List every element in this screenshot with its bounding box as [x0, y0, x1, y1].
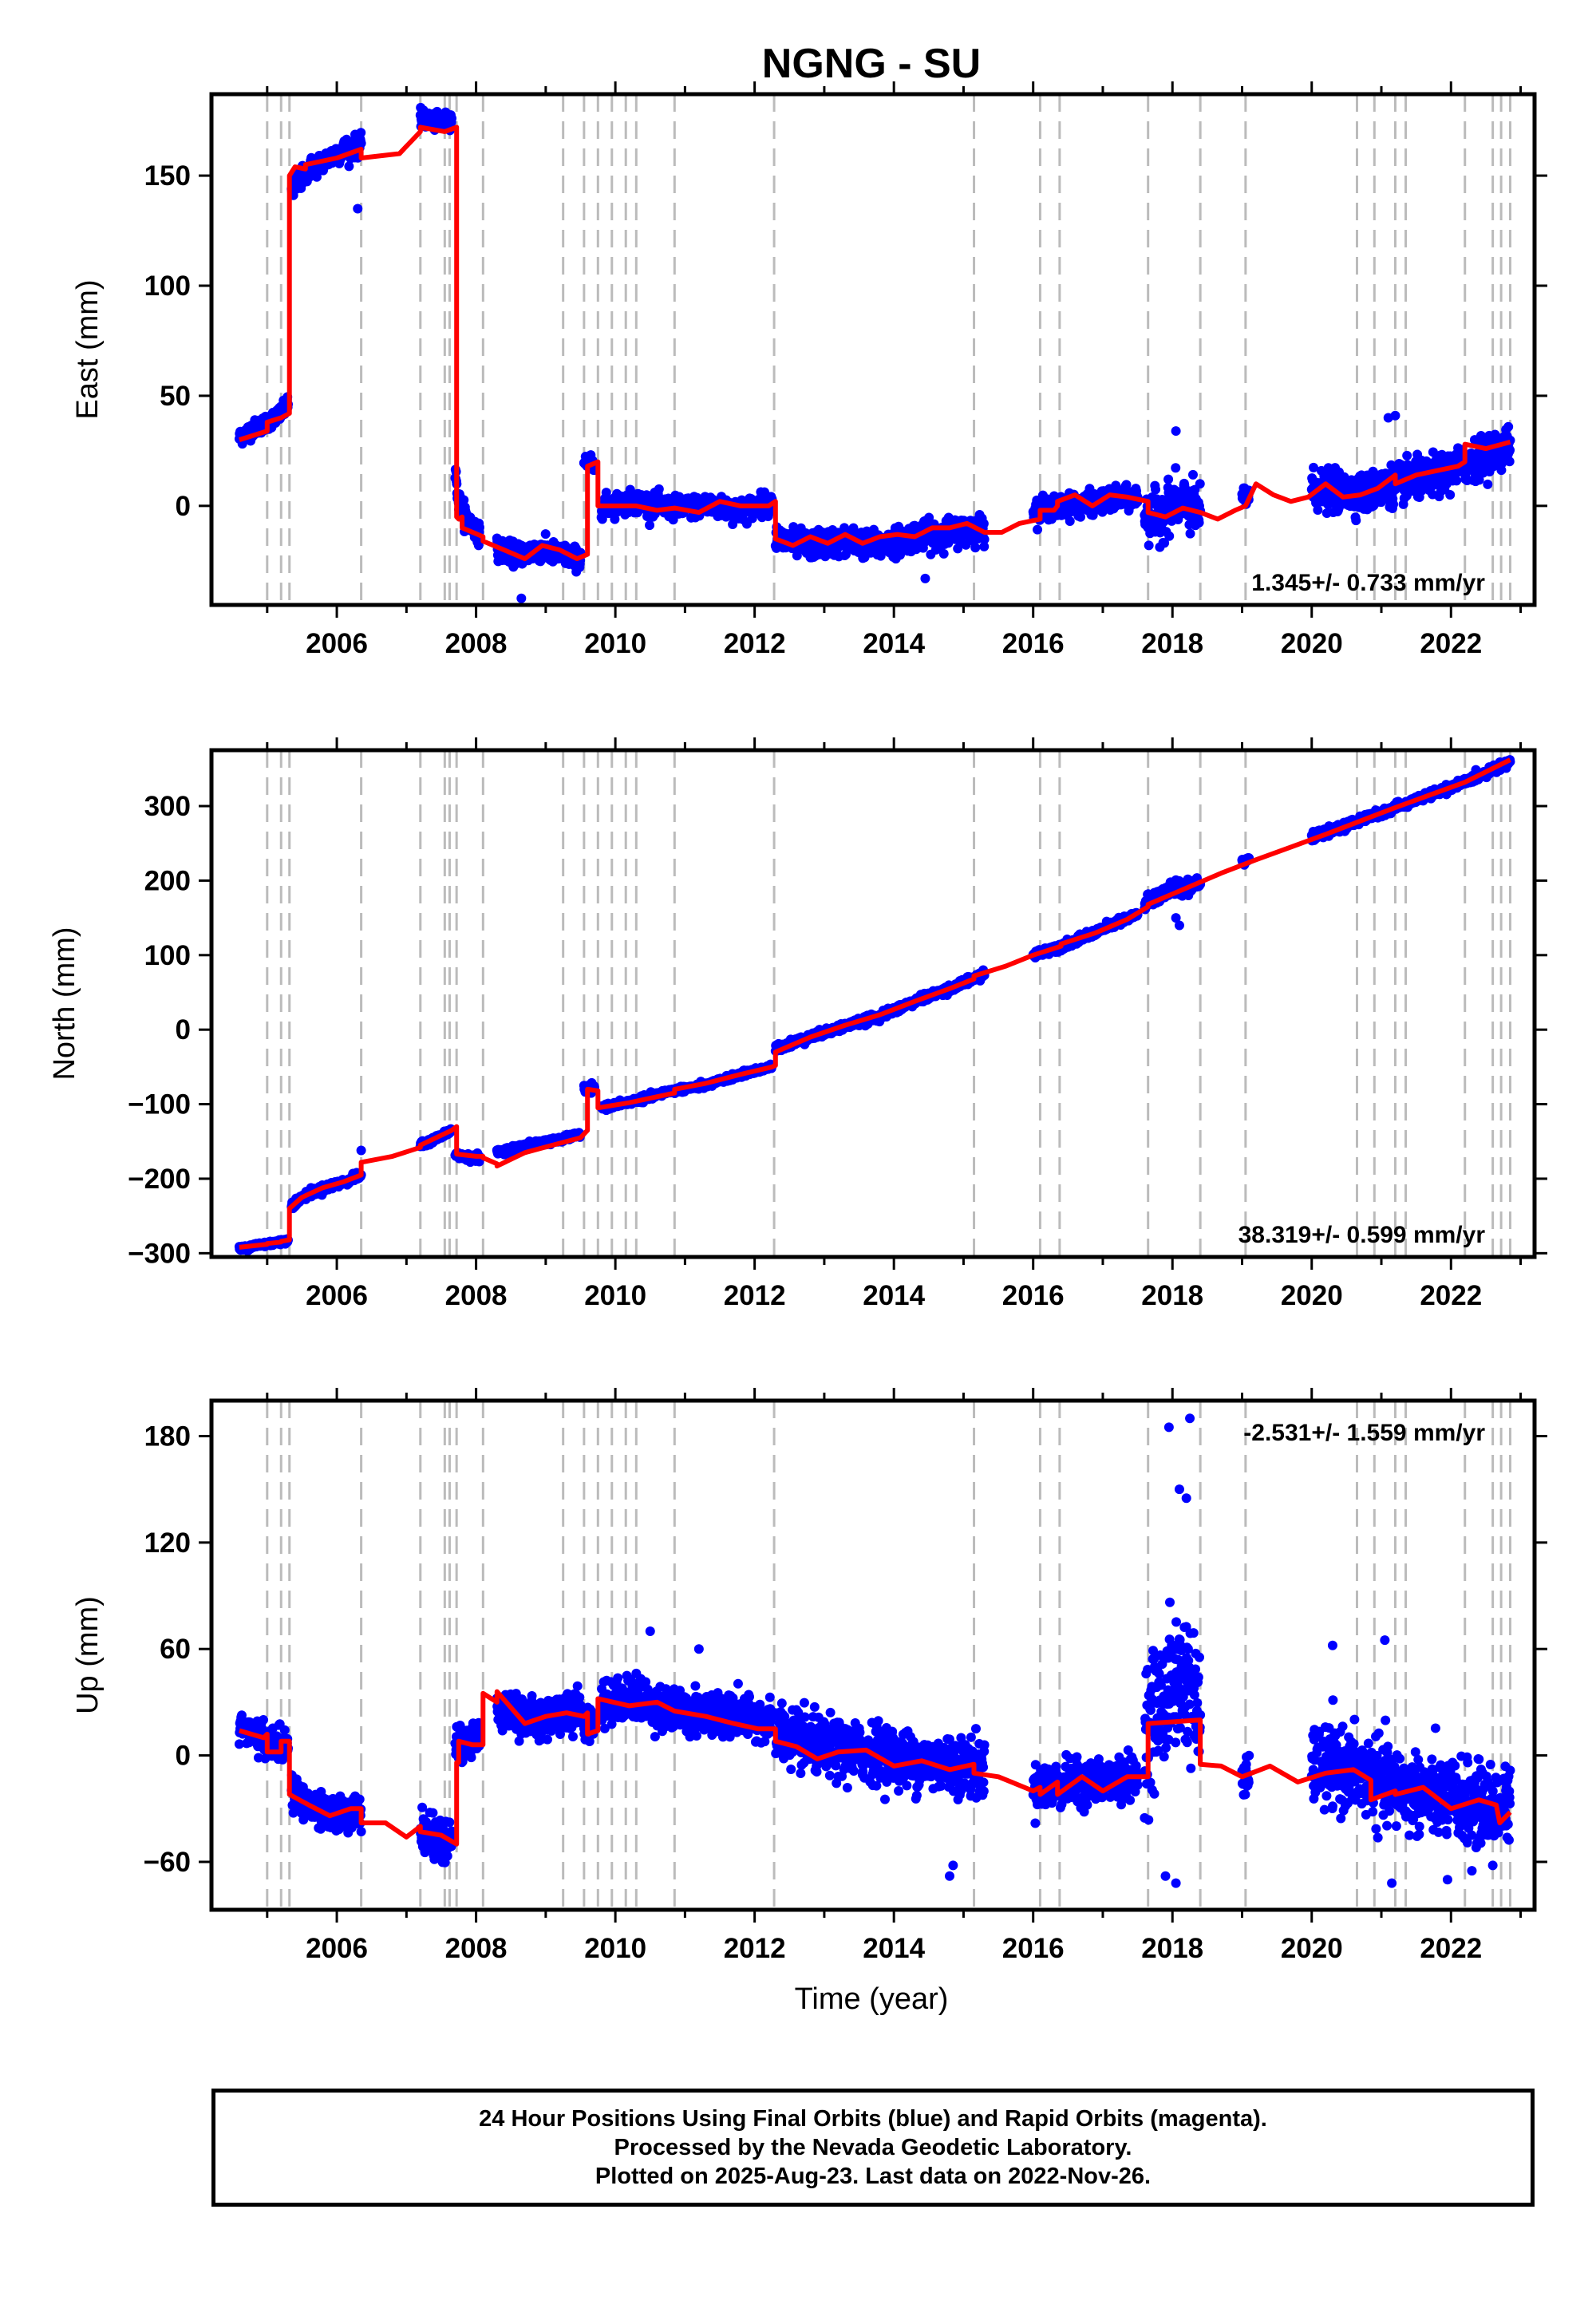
data-point [1195, 479, 1205, 489]
data-point [459, 495, 469, 505]
data-point [1076, 512, 1086, 522]
data-point [474, 522, 484, 532]
data-point [970, 543, 981, 553]
data-point [1445, 490, 1456, 500]
data-point [447, 113, 457, 124]
panel-frame [209, 92, 1537, 607]
x-tick-label: 2010 [584, 628, 646, 659]
data-point [1121, 480, 1132, 490]
figure-title: NGNG - SU [762, 41, 981, 87]
x-tick-label: 2016 [1002, 628, 1065, 659]
data-point [654, 484, 664, 494]
data-point [645, 520, 655, 531]
outlier-point [1390, 410, 1400, 421]
data-point [1151, 484, 1161, 495]
data-point [1159, 538, 1170, 548]
y-tick-label: 50 [160, 381, 191, 412]
data-point [1309, 462, 1319, 472]
model-fit-line [238, 124, 1511, 562]
data-point [1496, 465, 1507, 476]
outlier-point [353, 204, 363, 214]
y-axis-label: East (mm) [71, 279, 105, 419]
velocity-rate-label: 1.345+/- 0.733 mm/yr [1251, 570, 1485, 596]
data-point [1194, 517, 1204, 528]
outlier-point [1171, 426, 1181, 437]
outlier-point [920, 573, 930, 583]
north-panel: 2006 2008 2010 2012 2014 2016 2018 2020 2022−300… [48, 737, 1547, 1311]
data-points [234, 755, 1515, 1256]
x-tick-label: 2014 [863, 628, 925, 659]
data-point [978, 519, 989, 529]
data-point [1185, 528, 1195, 539]
x-tick-label: 2022 [1420, 628, 1482, 659]
break-lines [266, 750, 1511, 1257]
data-point [356, 138, 366, 148]
break-lines [266, 94, 1511, 605]
data-point [540, 529, 551, 539]
data-point [1144, 540, 1154, 551]
y-tick-label: 0 [176, 491, 191, 522]
data-point [979, 541, 990, 551]
data-point [1483, 479, 1493, 489]
data-point [1339, 472, 1349, 482]
data-point [1187, 469, 1198, 480]
outlier-point [516, 593, 527, 603]
data-point [728, 519, 738, 529]
plot-area [234, 750, 1515, 1257]
data-point [1065, 516, 1075, 526]
data-point [1163, 474, 1174, 484]
data-point [356, 128, 366, 138]
east-panel: 2006 2008 2010 2012 2014 2016 2018 2020 2022 0 50 1… [71, 81, 1547, 659]
x-tick-label: 2006 [306, 628, 368, 659]
y-tick-label: 150 [144, 160, 191, 192]
data-point [1351, 516, 1361, 526]
data-point [1389, 499, 1399, 509]
data-point [1474, 475, 1484, 485]
x-tick-label: 2012 [724, 628, 786, 659]
data-point [597, 514, 607, 524]
data-point [938, 548, 949, 559]
data-point [344, 161, 354, 172]
data-point [1505, 445, 1515, 455]
data-points [234, 102, 1515, 603]
y-tick-label: 100 [144, 271, 191, 302]
x-tick-label: 2020 [1281, 628, 1343, 659]
data-point [1171, 463, 1181, 473]
data-point [1504, 456, 1515, 467]
x-tick-label: 2008 [445, 628, 508, 659]
data-point [1164, 531, 1175, 541]
data-point [1452, 476, 1462, 486]
plot-area [234, 94, 1515, 605]
x-tick-label: 2018 [1141, 628, 1203, 659]
data-point [601, 488, 611, 498]
data-point [1503, 421, 1514, 432]
data-point [1313, 505, 1323, 516]
data-point [1033, 524, 1043, 535]
data-point [979, 534, 990, 544]
data-point [473, 540, 484, 551]
data-point [610, 514, 620, 524]
data-point [1402, 450, 1412, 460]
